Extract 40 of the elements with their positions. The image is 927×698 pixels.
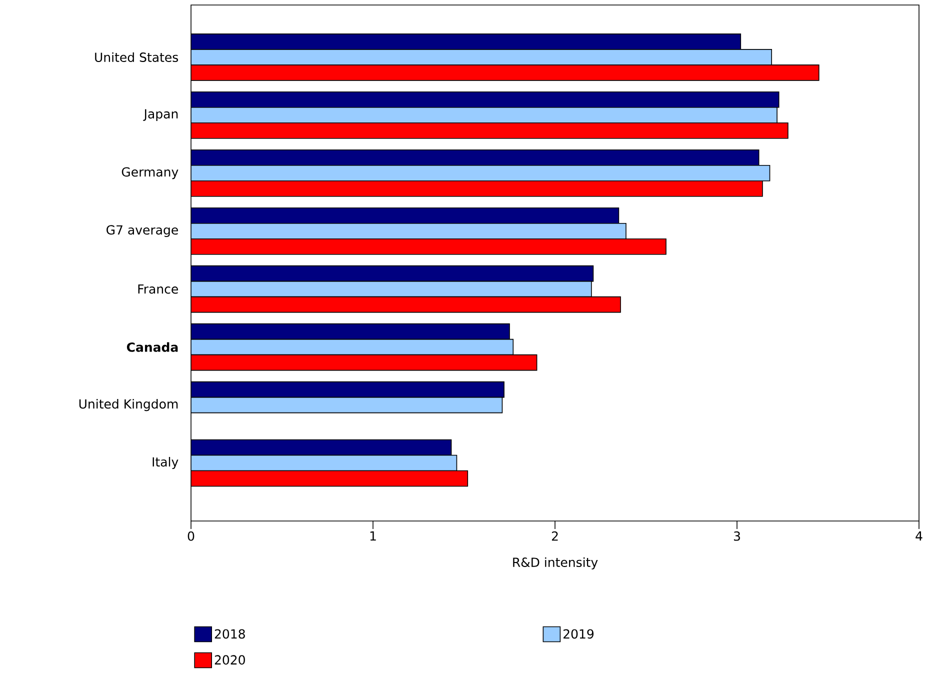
x-tick-label: 3 <box>734 531 740 541</box>
bar <box>191 470 468 487</box>
bar <box>191 338 514 356</box>
y-tick-label: Germany <box>122 167 178 180</box>
bar <box>191 381 504 398</box>
bar <box>191 149 760 166</box>
y-tick-label: Canada <box>126 342 178 352</box>
bar <box>191 354 538 371</box>
bar <box>191 107 778 124</box>
bar <box>191 454 458 472</box>
bar <box>191 164 770 182</box>
y-tick-label: Japan <box>143 109 178 122</box>
legend-label: 2020 <box>214 655 245 665</box>
bar <box>191 207 620 224</box>
bar <box>191 64 820 81</box>
bar <box>191 396 503 414</box>
bar <box>191 180 763 197</box>
x-tick-label: 4 <box>916 531 922 540</box>
x-tick-label: 0 <box>188 531 194 541</box>
legend-label: 2018 <box>214 629 245 639</box>
bar <box>191 265 594 282</box>
bar <box>191 222 626 240</box>
bar <box>191 34 742 50</box>
x-tick-label: 1 <box>370 531 376 540</box>
bar <box>191 439 452 456</box>
y-tick-label: United Kingdom <box>79 398 178 412</box>
x-tick-label: 2 <box>552 531 558 541</box>
y-tick-label: Italy <box>152 456 178 470</box>
x-axis-title: R&D intensity <box>513 557 598 570</box>
legend-label: 2019 <box>564 629 594 639</box>
bar <box>191 323 510 340</box>
bar <box>191 280 592 298</box>
bar <box>191 122 788 139</box>
bar <box>191 92 780 108</box>
y-tick-label: United States <box>95 52 178 62</box>
bar <box>191 238 666 255</box>
bar <box>191 49 772 66</box>
y-tick-label: France <box>138 284 178 294</box>
y-tick-label: G7 average <box>106 225 178 238</box>
bar <box>191 296 621 313</box>
